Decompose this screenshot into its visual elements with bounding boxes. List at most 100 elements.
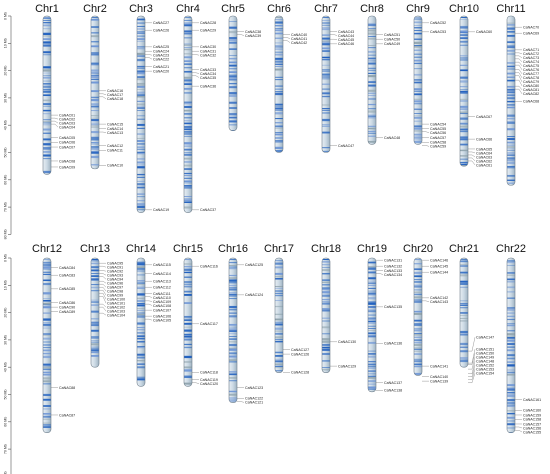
gene-label: CaNAC74 [523, 60, 539, 64]
chromosome-title: Chr20 [403, 243, 433, 255]
chromosome-title: Chr17 [264, 243, 294, 255]
chromosome-body [91, 16, 99, 169]
gene-marker: CaNAC95 [99, 261, 123, 265]
gene-leader-line [99, 287, 107, 292]
gene-marker: CaNAC143 [422, 300, 448, 304]
gene-marker: CaNAC104 [99, 312, 125, 317]
axis-tick-label: 10 Mb [4, 280, 8, 290]
gene-label: CaNAC125 [245, 263, 263, 267]
gene-label: CaNAC85 [59, 287, 75, 291]
density-bands [414, 17, 422, 143]
gene-label: CaNAC123 [245, 386, 263, 390]
axis-tick-label: 50 Mb [4, 148, 8, 158]
gene-marker: CaNAC82 [515, 88, 539, 96]
gene-label: CaNAC01 [59, 113, 75, 117]
gene-marker: CaNAC150 [468, 352, 494, 365]
gene-label: CaNAC142 [430, 296, 448, 300]
gene-leader-line [99, 290, 107, 296]
gene-leader-line [99, 266, 107, 268]
gene-marker: CaNAC133 [376, 269, 402, 273]
gene-marker: CaNAC116 [192, 264, 218, 268]
gene-label: CaNAC51 [384, 33, 400, 37]
gene-label: CaNAC41 [291, 37, 307, 41]
chromosome-chr12: Chr12 CaNAC84 CaNAC83 CaNAC85 CaNAC86CaNAC90… [32, 243, 75, 434]
gene-marker: CaNAC31 [192, 50, 216, 54]
gene-marker: CaNAC49 [376, 42, 400, 46]
chromosome-outline [506, 257, 516, 434]
gene-leader-line [515, 430, 523, 433]
axis-tick-label: 20 Mb [4, 66, 8, 76]
chromosome-outline [413, 15, 423, 145]
gene-marker: CaNAC48 [376, 136, 400, 140]
gene-label: CaNAC32 [200, 54, 216, 58]
chromosome-chr15: Chr15 CaNAC116 CaNAC117 CaNAC118 CaNAC119CaN… [173, 243, 218, 387]
gene-label: CaNAC70 [523, 25, 539, 29]
chromosome-chr3: Chr3CaNAC27CaNAC26CaNAC25CaNAC24CaNAC23C… [129, 3, 169, 213]
gene-marker: CaNAC109 [145, 300, 171, 304]
chromosome-outline [90, 257, 100, 368]
chromosome-chr20: Chr20CaNAC146CaNAC145CaNAC144CaNAC142CaN… [403, 243, 448, 383]
gene-label: CaNAC99 [107, 293, 123, 297]
gene-marker: CaNAC37 [192, 208, 216, 212]
density-bands [137, 261, 145, 381]
gene-marker: CaNAC105 [145, 318, 171, 322]
chromosome-outline [183, 257, 193, 387]
chromosome-chr13: Chr13 CaNAC95CaNAC91CaNAC92CaNAC93CaNAC94… [80, 243, 125, 368]
gene-label: CaNAC109 [153, 300, 171, 304]
gene-label: CaNAC08 [59, 159, 75, 163]
gene-marker: CaNAC10 [99, 164, 123, 168]
gene-marker: CaNAC153 [468, 368, 494, 380]
chromosome-outline [321, 257, 331, 373]
gene-marker: CaNAC118 [192, 371, 218, 375]
gene-leader-line [99, 270, 107, 272]
gene-label: CaNAC124 [245, 293, 263, 297]
gene-label: CaNAC143 [430, 300, 448, 304]
density-bands [43, 259, 51, 428]
gene-marker: CaNAC06 [51, 141, 75, 145]
axis-tick-label: 0 Mb [4, 12, 8, 20]
gene-marker: CaNAC21 [145, 65, 169, 69]
gene-label: CaNAC66 [476, 137, 492, 141]
gene-marker: CaNAC59 [422, 145, 446, 149]
gene-label: CaNAC37 [200, 208, 216, 212]
gene-marker: CaNAC130 [330, 340, 356, 344]
density-bands [460, 259, 468, 368]
gene-leader-line [99, 306, 107, 312]
gene-leader-line [515, 69, 523, 74]
gene-marker: CaNAC57 [422, 136, 446, 140]
gene-marker: CaNAC14 [99, 127, 123, 131]
chromosome-outline [90, 15, 100, 170]
axis-tick-label: 50 Mb [4, 390, 8, 400]
chromosome-body [368, 258, 376, 392]
gene-label: CaNAC158 [523, 418, 541, 422]
gene-label: CaNAC33 [200, 68, 216, 72]
gene-marker: CaNAC89 [51, 310, 75, 314]
gene-marker: CaNAC15 [99, 122, 123, 126]
gene-marker: CaNAC73 [515, 55, 539, 60]
gene-label: CaNAC26 [153, 28, 169, 32]
gene-marker: CaNAC103 [99, 306, 125, 313]
gene-label: CaNAC98 [107, 289, 123, 293]
gene-marker: CaNAC43 [330, 30, 354, 34]
gene-marker: CaNAC135 [376, 305, 402, 309]
gene-label: CaNAC57 [430, 136, 446, 140]
chromosome-title: Chr10 [449, 3, 479, 15]
gene-label: CaNAC04 [59, 125, 75, 129]
gene-label: CaNAC101 [107, 301, 125, 305]
gene-marker: CaNAC44 [330, 34, 354, 38]
gene-marker: CaNAC96 [99, 281, 123, 285]
gene-marker: CaNAC83 [51, 273, 75, 277]
gene-marker: CaNAC144 [422, 270, 448, 274]
gene-label: CaNAC05 [59, 136, 75, 140]
axis-tick-label: 40 Mb [4, 120, 8, 130]
gene-label: CaNAC97 [107, 285, 123, 289]
gene-label: CaNAC92 [107, 269, 123, 273]
gene-label: CaNAC127 [291, 348, 309, 352]
gene-leader-line [422, 300, 430, 303]
gene-leader-line [468, 160, 476, 166]
gene-label: CaNAC55 [430, 127, 446, 131]
gene-leader-line [468, 361, 476, 374]
chromosome-title: Chr6 [267, 3, 291, 15]
gene-label: CaNAC103 [107, 309, 125, 313]
gene-label: CaNAC02 [59, 117, 75, 121]
